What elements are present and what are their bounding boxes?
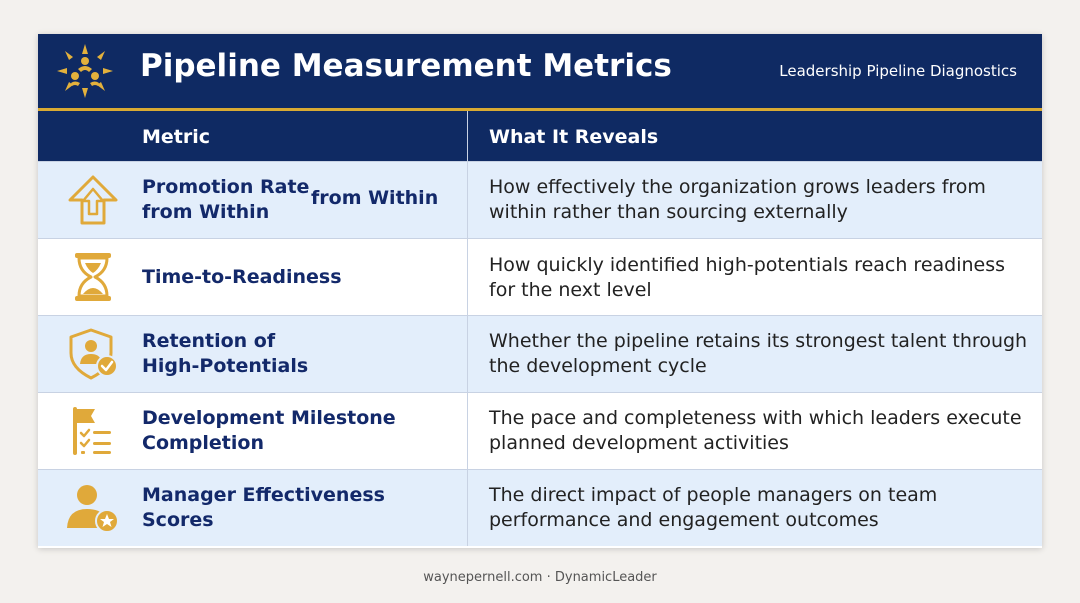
metric-description: Whether the pipeline retains its stronge… bbox=[489, 330, 1028, 377]
metric-name: Development Milestone Completion bbox=[142, 407, 396, 454]
metric-name: Manager Effectiveness Scores bbox=[142, 484, 385, 531]
metric-name: Retention of High-Potentials bbox=[142, 330, 309, 377]
person-star-icon bbox=[67, 485, 119, 533]
table-row: Promotion Rate from Within from Within H… bbox=[38, 161, 1042, 238]
metric-description: How effectively the organization grows l… bbox=[489, 176, 986, 223]
metric-description: How quickly identified high-potentials r… bbox=[489, 254, 1006, 301]
footer-credit: waynepernell.com · DynamicLeader bbox=[423, 570, 657, 585]
column-divider bbox=[467, 239, 468, 315]
column-divider bbox=[467, 316, 468, 392]
column-divider bbox=[467, 111, 468, 161]
metric-name: Time-to-Readiness bbox=[142, 266, 342, 288]
shield-person-check-icon bbox=[69, 328, 118, 380]
page-subtitle: Leadership Pipeline Diagnostics bbox=[779, 62, 1017, 80]
table-row: Retention of High-Potentials Whether the… bbox=[38, 315, 1042, 392]
table-header-row: Metric What It Reveals bbox=[38, 111, 1042, 161]
column-divider bbox=[467, 470, 468, 546]
metric-description: The direct impact of people managers on … bbox=[489, 484, 938, 531]
title-bar: Pipeline Measurement Metrics Leadership … bbox=[38, 34, 1042, 108]
sun-figures-logo-icon bbox=[57, 44, 113, 98]
flag-checklist-icon bbox=[73, 407, 111, 455]
hourglass-icon bbox=[75, 253, 111, 301]
column-divider bbox=[467, 393, 468, 469]
page-title: Pipeline Measurement Metrics bbox=[140, 48, 672, 84]
up-arrow-icon bbox=[68, 175, 118, 225]
metrics-card: Pipeline Measurement Metrics Leadership … bbox=[38, 34, 1042, 548]
table-row: Manager Effectiveness Scores The direct … bbox=[38, 469, 1042, 546]
metric-description: The pace and completeness with which lea… bbox=[489, 407, 1022, 454]
table-row: Time-to-Readiness How quickly identified… bbox=[38, 238, 1042, 315]
metric-name-extra: from Within bbox=[311, 187, 439, 209]
column-divider bbox=[467, 162, 468, 238]
column-header-metric: Metric bbox=[142, 126, 211, 148]
column-header-reveals: What It Reveals bbox=[489, 126, 659, 148]
metric-name: Promotion Rate from Within bbox=[142, 176, 310, 223]
gold-divider bbox=[38, 108, 1042, 111]
table-row: Development Milestone Completion The pac… bbox=[38, 392, 1042, 469]
